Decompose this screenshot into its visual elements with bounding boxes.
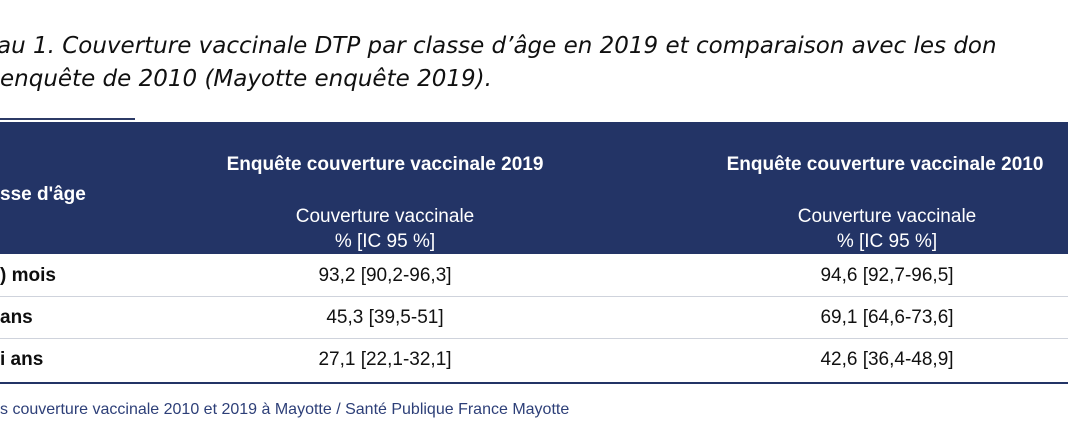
- header-coverage-2019-line2: % [IC 95 %]: [334, 231, 436, 252]
- table-top-rule: [0, 118, 135, 120]
- table-header: sse d'âge Enquête couverture vaccinale 2…: [0, 122, 1068, 254]
- row-age-class: ) mois: [0, 265, 56, 286]
- row-coverage-2010: 42,6 [36,4-48,9]: [820, 349, 954, 370]
- row-age-class: ans: [0, 307, 33, 328]
- header-coverage-2019-line1: Couverture vaccinale: [295, 206, 475, 227]
- caption-line-2: enquête de 2010 (Mayotte enquête 2019).: [0, 66, 492, 92]
- table-bottom-rule: [0, 382, 1068, 384]
- row-coverage-2010: 94,6 [92,7-96,5]: [820, 265, 954, 286]
- header-coverage-2019: Couverture vaccinale % [IC 95 %]: [175, 204, 595, 254]
- row-coverage-2019: 27,1 [22,1-32,1]: [318, 349, 452, 370]
- header-age-class: sse d'âge: [0, 184, 86, 205]
- row-age-class: i ans: [0, 349, 44, 370]
- table-row: ans 45,3 [39,5-51] 69,1 [64,6-73,6]: [0, 298, 1068, 338]
- row-coverage-2019: 93,2 [90,2-96,3]: [318, 265, 452, 286]
- row-divider: [0, 338, 1068, 339]
- row-coverage-2010: 69,1 [64,6-73,6]: [820, 307, 954, 328]
- header-survey-2010: Enquête couverture vaccinale 2010: [726, 154, 1044, 175]
- header-survey-2019: Enquête couverture vaccinale 2019: [226, 154, 544, 175]
- header-coverage-2010: Couverture vaccinale % [IC 95 %]: [677, 204, 1068, 254]
- table-row: i ans 27,1 [22,1-32,1] 42,6 [36,4-48,9]: [0, 340, 1068, 380]
- header-coverage-2010-line2: % [IC 95 %]: [836, 231, 938, 252]
- source-note: s couverture vaccinale 2010 et 2019 à Ma…: [0, 401, 570, 418]
- table-caption: au 1. Couverture vaccinale DTP par class…: [0, 30, 1068, 96]
- row-coverage-2019: 45,3 [39,5-51]: [326, 307, 444, 328]
- row-divider: [0, 296, 1068, 297]
- caption-line-1: au 1. Couverture vaccinale DTP par class…: [0, 33, 997, 59]
- header-coverage-2010-line1: Couverture vaccinale: [797, 206, 977, 227]
- table-row: ) mois 93,2 [90,2-96,3] 94,6 [92,7-96,5]: [0, 256, 1068, 296]
